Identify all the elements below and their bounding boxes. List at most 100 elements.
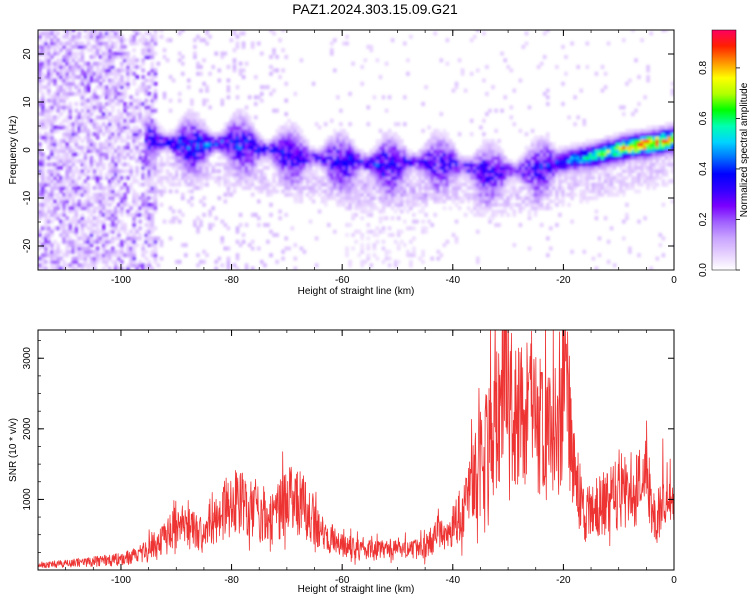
heatmap-cell bbox=[153, 41, 158, 46]
heatmap-cell bbox=[68, 159, 72, 164]
heatmap-cell bbox=[232, 162, 237, 167]
heatmap-cell bbox=[339, 135, 343, 140]
heatmap-cell bbox=[463, 175, 468, 180]
heatmap-cell bbox=[144, 55, 149, 59]
heatmap-cell bbox=[56, 125, 60, 130]
heatmap-cell bbox=[378, 169, 383, 174]
heatmap-cell bbox=[80, 78, 85, 83]
heatmap-cell bbox=[515, 165, 520, 170]
heatmap-cell bbox=[427, 145, 431, 150]
heatmap-cell bbox=[260, 149, 264, 153]
heatmap-cell bbox=[314, 152, 319, 157]
heatmap-cell bbox=[393, 172, 398, 177]
heatmap-cell bbox=[281, 256, 285, 261]
heatmap-cell bbox=[503, 189, 507, 194]
heatmap-cell bbox=[168, 175, 173, 180]
heatmap-cell bbox=[439, 159, 444, 164]
heatmap-cell bbox=[400, 239, 404, 244]
heatmap-cell bbox=[74, 44, 79, 49]
heatmap-cell bbox=[539, 192, 544, 197]
heatmap-cell bbox=[123, 88, 127, 93]
heatmap-cell bbox=[250, 165, 255, 170]
heatmap-cell bbox=[65, 192, 69, 197]
heatmap-cell bbox=[600, 142, 605, 147]
heatmap-cell bbox=[594, 162, 599, 167]
heatmap-cell bbox=[393, 209, 398, 214]
heatmap-cell bbox=[41, 192, 45, 197]
heatmap-cell bbox=[290, 135, 295, 140]
heatmap-cell bbox=[530, 145, 535, 150]
heatmap-cell bbox=[254, 132, 258, 137]
heatmap-cell bbox=[305, 139, 310, 143]
heatmap-cell bbox=[293, 149, 298, 153]
heatmap-cell bbox=[272, 135, 276, 140]
heatmap-cell bbox=[123, 186, 127, 190]
heatmap-cell bbox=[591, 256, 596, 261]
heatmap-cell bbox=[482, 182, 486, 187]
heatmap-cell bbox=[241, 68, 246, 73]
heatmap-cell bbox=[536, 139, 541, 143]
heatmap-cell bbox=[208, 71, 212, 76]
heatmap-cell bbox=[430, 256, 434, 261]
heatmap-cell bbox=[123, 199, 127, 204]
heatmap-cell bbox=[375, 182, 380, 187]
heatmap-cell bbox=[311, 149, 316, 153]
heatmap-cell bbox=[120, 149, 124, 153]
heatmap-cell bbox=[247, 155, 252, 160]
heatmap-cell bbox=[89, 226, 94, 231]
heatmap-cell bbox=[199, 172, 203, 177]
heatmap-cell bbox=[561, 81, 565, 86]
heatmap-cell bbox=[120, 186, 124, 190]
heatmap-cell bbox=[104, 30, 109, 33]
heatmap-cell bbox=[369, 196, 374, 201]
heatmap-cell bbox=[323, 189, 328, 194]
heatmap-cell bbox=[98, 48, 103, 53]
heatmap-cell bbox=[360, 65, 364, 69]
heatmap-cell bbox=[83, 179, 88, 184]
heatmap-cell bbox=[92, 196, 97, 201]
heatmap-cell bbox=[272, 175, 276, 180]
heatmap-cell bbox=[579, 199, 583, 204]
heatmap-cell bbox=[232, 149, 237, 153]
heatmap-cell bbox=[451, 189, 456, 194]
heatmap-cell bbox=[603, 172, 608, 177]
heatmap-cell bbox=[41, 159, 45, 164]
heatmap-cell bbox=[415, 219, 419, 224]
heatmap-cell bbox=[74, 223, 79, 227]
heatmap-cell bbox=[260, 85, 264, 90]
heatmap-cell bbox=[38, 122, 42, 127]
heatmap-cell bbox=[372, 159, 377, 164]
heatmap-cell bbox=[126, 246, 130, 251]
heatmap-cell bbox=[396, 202, 401, 207]
heatmap-cell bbox=[469, 169, 474, 174]
heatmap-cell bbox=[162, 55, 167, 59]
heatmap-cell bbox=[65, 179, 69, 184]
heatmap-cell bbox=[500, 108, 504, 113]
heatmap-cell bbox=[308, 159, 313, 164]
heatmap-cell bbox=[539, 189, 544, 194]
heatmap-cell bbox=[53, 34, 57, 39]
heatmap-cell bbox=[509, 179, 514, 184]
heatmap-cell bbox=[199, 122, 203, 127]
heatmap-cell bbox=[293, 175, 298, 180]
heatmap-cell bbox=[153, 189, 158, 194]
heatmap-cell bbox=[561, 44, 565, 49]
heatmap-cell bbox=[546, 192, 550, 197]
heatmap-cell bbox=[296, 155, 301, 160]
heatmap-cell bbox=[555, 152, 559, 157]
heatmap-cell bbox=[348, 139, 352, 143]
heatmap-cell bbox=[448, 182, 453, 187]
heatmap-cell bbox=[263, 182, 267, 187]
heatmap-cell bbox=[38, 266, 42, 270]
heatmap-cell bbox=[232, 135, 237, 140]
heatmap-cell bbox=[111, 61, 115, 66]
heatmap-cell bbox=[433, 31, 437, 36]
heatmap-cell bbox=[482, 196, 486, 201]
heatmap-cell bbox=[299, 135, 304, 140]
heatmap-cell bbox=[418, 172, 422, 177]
heatmap-cell bbox=[314, 169, 319, 174]
heatmap-cell bbox=[153, 259, 158, 264]
heatmap-cell bbox=[187, 118, 191, 123]
heatmap-cell bbox=[104, 236, 109, 241]
heatmap-cell bbox=[95, 41, 100, 46]
